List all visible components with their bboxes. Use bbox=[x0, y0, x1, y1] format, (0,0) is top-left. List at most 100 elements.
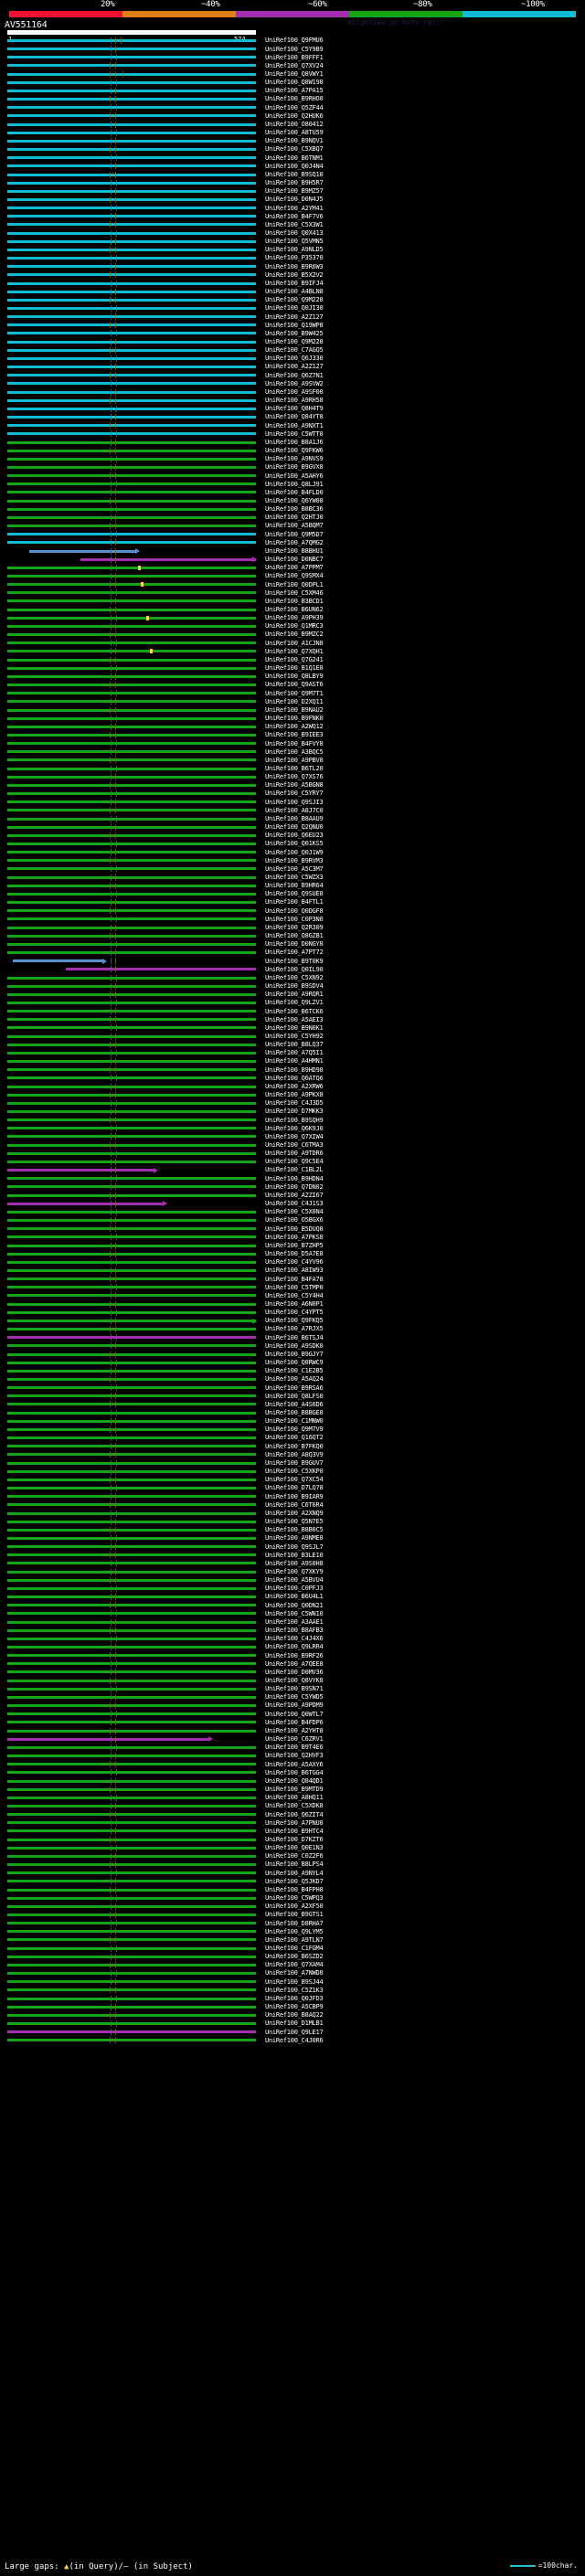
hsp-segment[interactable] bbox=[7, 1051, 256, 1055]
table-row[interactable]: UniRef100_B9RHO0 bbox=[0, 95, 585, 103]
hit-accession-label[interactable]: UniRef100_A2YM41 bbox=[265, 204, 324, 212]
hsp-segment[interactable] bbox=[7, 758, 256, 762]
table-row[interactable]: UniRef100_B9W425 bbox=[0, 329, 585, 337]
hit-accession-label[interactable]: UniRef100_Q0E1N3 bbox=[265, 1844, 324, 1852]
table-row[interactable]: UniRef100_A2YM41 bbox=[0, 204, 585, 212]
hsp-segment[interactable] bbox=[7, 674, 256, 678]
hit-accession-label[interactable]: UniRef100_Q0DGF8 bbox=[265, 906, 324, 915]
hsp-segment[interactable] bbox=[7, 533, 256, 536]
table-row[interactable]: UniRef100_A7QMG2 bbox=[0, 538, 585, 546]
hit-accession-label[interactable]: UniRef100_A7RJX5 bbox=[265, 1325, 324, 1333]
hsp-segment[interactable] bbox=[7, 1536, 256, 1540]
table-row[interactable]: UniRef100_B9FNK0 bbox=[0, 715, 585, 723]
hit-accession-label[interactable]: UniRef100_C5YH92 bbox=[265, 1032, 324, 1040]
hsp-segment[interactable] bbox=[7, 1068, 256, 1072]
table-row[interactable]: UniRef100_Q16QT2 bbox=[0, 1434, 585, 1442]
table-row[interactable]: UniRef100_B5X2V2 bbox=[0, 270, 585, 279]
hit-accession-label[interactable]: UniRef100_Q8W198 bbox=[265, 79, 324, 87]
hsp-segment[interactable] bbox=[7, 1143, 256, 1147]
table-row[interactable]: UniRef100_A9PDM9 bbox=[0, 1701, 585, 1710]
hit-accession-label[interactable]: UniRef100_B9IFJ4 bbox=[265, 279, 324, 287]
table-row[interactable]: UniRef100_A3AAE1 bbox=[0, 1618, 585, 1627]
hit-accession-label[interactable]: UniRef100_A9NVS9 bbox=[265, 455, 324, 463]
hit-accession-label[interactable]: UniRef100_B9NQV1 bbox=[265, 137, 324, 145]
hsp-segment[interactable] bbox=[7, 1369, 256, 1373]
hit-accession-label[interactable]: UniRef100_Q2R309 bbox=[265, 923, 324, 931]
table-row[interactable]: UniRef100_B9MTD9 bbox=[0, 1786, 585, 1794]
hsp-segment[interactable] bbox=[7, 1085, 256, 1088]
table-row[interactable]: UniRef100_B9T0K9 bbox=[0, 957, 585, 965]
hsp-segment[interactable] bbox=[7, 942, 256, 946]
table-row[interactable]: UniRef100_C5Y4H4 bbox=[0, 1291, 585, 1299]
table-row[interactable]: UniRef100_B9HDN4 bbox=[0, 1174, 585, 1182]
hsp-segment[interactable] bbox=[7, 1227, 256, 1231]
hsp-segment[interactable] bbox=[7, 1135, 256, 1139]
hsp-segment[interactable] bbox=[7, 390, 256, 394]
hsp-segment[interactable] bbox=[7, 867, 256, 871]
hsp-segment[interactable] bbox=[7, 1821, 256, 1825]
table-row[interactable]: UniRef100_A9SDK0 bbox=[0, 1341, 585, 1350]
hsp-segment[interactable] bbox=[7, 1436, 256, 1440]
table-row[interactable]: UniRef100_Q8LJ91 bbox=[0, 480, 585, 488]
hit-accession-label[interactable]: UniRef100_B9HTC4 bbox=[265, 1827, 324, 1835]
hsp-segment[interactable] bbox=[7, 917, 256, 921]
hsp-segment[interactable] bbox=[7, 1754, 256, 1758]
hsp-segment[interactable] bbox=[7, 1578, 256, 1582]
table-row[interactable]: UniRef100_A4S6D6 bbox=[0, 1400, 585, 1408]
hit-accession-label[interactable]: UniRef100_C4YV96 bbox=[265, 1258, 324, 1267]
hsp-segment[interactable] bbox=[7, 1445, 256, 1448]
hit-accession-label[interactable]: UniRef100_Q8RWC9 bbox=[265, 1359, 324, 1367]
table-row[interactable]: UniRef100_A8Q3V9 bbox=[0, 1450, 585, 1458]
hsp-segment[interactable] bbox=[80, 557, 256, 561]
hsp-segment[interactable] bbox=[7, 1503, 256, 1507]
table-row[interactable]: UniRef100_A9NVS9 bbox=[0, 455, 585, 463]
table-row[interactable]: UniRef100_B9MZ57 bbox=[0, 187, 585, 196]
hit-accession-label[interactable]: UniRef100_B9MTD9 bbox=[265, 1786, 324, 1794]
hit-accession-label[interactable]: UniRef100_Q7DN02 bbox=[265, 1182, 324, 1191]
table-row[interactable]: UniRef100_C5XDK8 bbox=[0, 1802, 585, 1810]
table-row[interactable]: UniRef100_Q7XKY9 bbox=[0, 1568, 585, 1576]
hit-accession-label[interactable]: UniRef100_Q6J330 bbox=[265, 355, 324, 363]
hsp-segment[interactable] bbox=[7, 474, 256, 478]
hsp-segment[interactable] bbox=[7, 1219, 256, 1223]
table-row[interactable]: UniRef100_C7AGQ5 bbox=[0, 346, 585, 355]
hit-accession-label[interactable]: UniRef100_B9T0K9 bbox=[265, 957, 324, 965]
hsp-segment[interactable] bbox=[7, 992, 256, 996]
hsp-segment[interactable] bbox=[7, 934, 256, 938]
table-row[interactable]: UniRef100_Q0X413 bbox=[0, 229, 585, 238]
hsp-segment[interactable] bbox=[7, 1336, 256, 1340]
hsp-segment[interactable] bbox=[7, 884, 256, 887]
hit-accession-label[interactable]: UniRef100_B9FNK0 bbox=[265, 715, 324, 723]
table-row[interactable]: UniRef100_C5Y9B9 bbox=[0, 45, 585, 53]
hit-accession-label[interactable]: UniRef100_A5BGN8 bbox=[265, 781, 324, 790]
table-row[interactable]: UniRef100_B9SN71 bbox=[0, 1685, 585, 1693]
hsp-segment[interactable] bbox=[7, 1310, 256, 1314]
table-row[interactable]: UniRef100_Q6Z7N1 bbox=[0, 371, 585, 379]
hit-accession-label[interactable]: UniRef100_C5WN10 bbox=[265, 1609, 324, 1617]
hsp-segment[interactable] bbox=[7, 1461, 256, 1465]
hsp-segment[interactable] bbox=[7, 1101, 256, 1105]
table-row[interactable]: UniRef100_C5Z1K3 bbox=[0, 1986, 585, 1994]
hsp-segment[interactable] bbox=[7, 340, 256, 344]
hsp-segment[interactable] bbox=[7, 173, 256, 176]
table-row[interactable]: UniRef100_B9HR64 bbox=[0, 882, 585, 890]
table-row[interactable]: UniRef100_Q9FKW6 bbox=[0, 447, 585, 455]
table-row[interactable]: UniRef100_B4FA78 bbox=[0, 1275, 585, 1283]
table-row[interactable]: UniRef100_B3LE10 bbox=[0, 1551, 585, 1559]
hit-accession-label[interactable]: UniRef100_C4J1S3 bbox=[265, 1200, 324, 1208]
hit-accession-label[interactable]: UniRef100_Q2QNU0 bbox=[265, 823, 324, 832]
table-row[interactable]: UniRef100_A9NXT1 bbox=[0, 421, 585, 429]
hsp-segment[interactable] bbox=[7, 273, 256, 277]
hit-accession-label[interactable]: UniRef100_A8IW93 bbox=[265, 1267, 324, 1275]
hit-accession-label[interactable]: UniRef100_Q9M7V9 bbox=[265, 1426, 324, 1434]
table-row[interactable]: UniRef100_B9SQH9 bbox=[0, 1116, 585, 1124]
table-row[interactable]: UniRef100_Q0J4N4 bbox=[0, 162, 585, 170]
hsp-segment[interactable] bbox=[7, 1637, 256, 1640]
hsp-segment[interactable] bbox=[7, 56, 256, 59]
hsp-segment[interactable] bbox=[7, 1520, 256, 1523]
hsp-segment[interactable] bbox=[7, 1695, 256, 1699]
hit-accession-label[interactable]: UniRef100_A5CBP9 bbox=[265, 2003, 324, 2011]
hit-accession-label[interactable]: UniRef100_A9SDK0 bbox=[265, 1341, 324, 1350]
hit-accession-label[interactable]: UniRef100_B8A1J6 bbox=[265, 438, 324, 446]
table-row[interactable]: UniRef100_C0Z2F6 bbox=[0, 1852, 585, 1860]
